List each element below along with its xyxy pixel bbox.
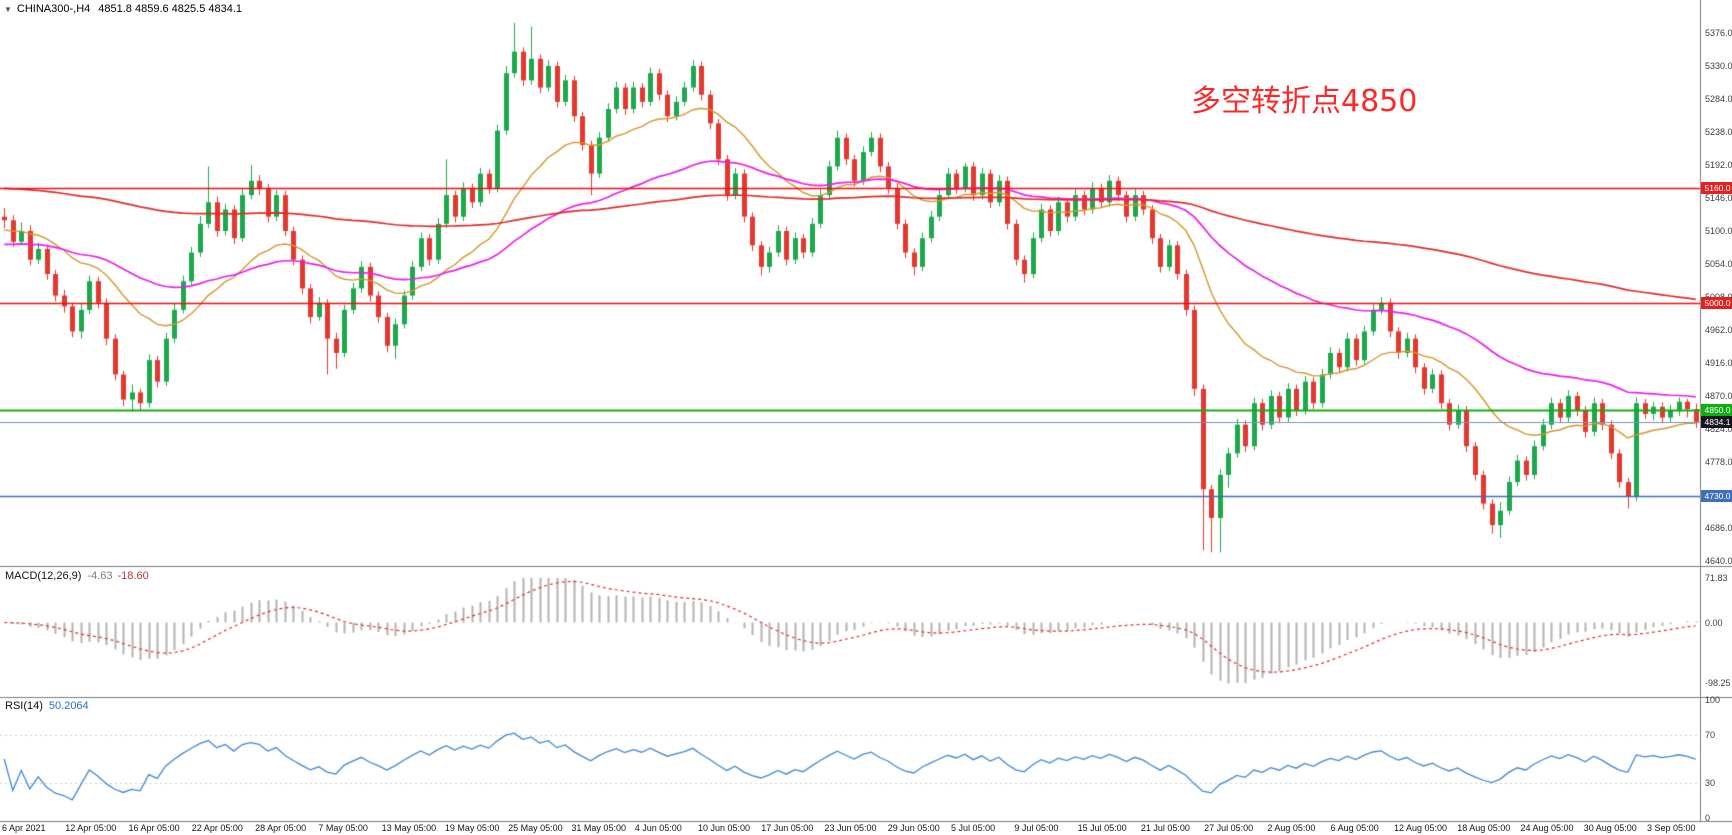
chart-annotation-text[interactable]: 多空转折点4850 — [1191, 84, 1418, 119]
macd-indicator-label: MACD(12,26,9) -4.63 -18.60 — [5, 570, 149, 582]
macd-name: MACD(12,26,9) — [5, 570, 82, 582]
symbol-timeframe-label: CHINA300-,H4 — [16, 3, 91, 15]
rsi-value: 50.2064 — [48, 700, 89, 712]
rsi-indicator-label: RSI(14) 50.2064 — [5, 700, 89, 712]
ohlc-readout: 4851.8 4859.6 4825.5 4834.1 — [98, 3, 243, 15]
chart-dropdown-icon[interactable]: ▼ — [4, 5, 12, 14]
rsi-name: RSI(14) — [5, 700, 43, 712]
macd-main-value: -4.63 — [87, 570, 113, 582]
macd-signal-value: -18.60 — [117, 570, 149, 582]
symbol-info-bar: ▼ CHINA300-,H4 4851.8 4859.6 4825.5 4834.1 — [4, 3, 242, 15]
